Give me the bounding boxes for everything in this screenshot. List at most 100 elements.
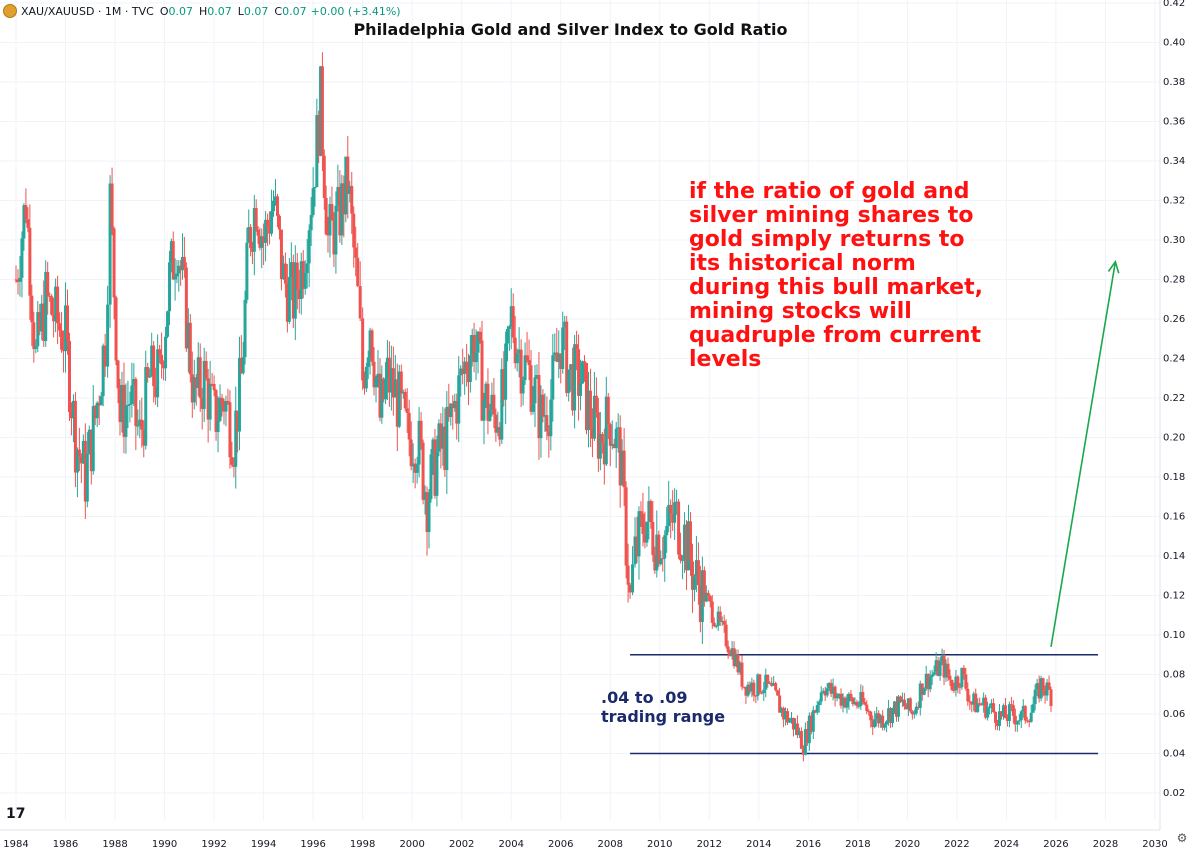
candle-body [1003,705,1007,719]
candle-body [1039,678,1043,699]
x-axis[interactable]: 1984 1986 1988 1990 1992 1994 1996 1998 2000 2002… [0,829,1168,849]
range-label: .04 to .09 trading range [601,688,725,726]
candle-body [77,449,81,457]
candle-body [581,361,585,384]
candle-body [805,729,809,744]
y-tick-label: 0.14 [1163,551,1185,562]
candle-body [336,186,340,206]
candle-body [108,183,112,305]
candle-body [293,262,297,319]
candle-body [295,262,299,290]
candle-body [940,655,944,662]
candle-body [980,704,984,706]
candle-body [793,723,797,730]
candle-body [348,185,352,194]
candle-body [150,345,154,377]
candle-body [126,404,130,406]
candle-body [962,667,966,675]
candle-body [44,271,48,341]
candle-body [184,267,188,349]
candle-body [1021,705,1025,712]
candle-body [319,66,323,156]
candle-body [54,286,58,322]
candle-body [14,279,18,281]
candle-body [498,427,502,440]
x-tick-label: 1988 [102,839,127,849]
candle-body [726,646,730,653]
candle-body [513,337,517,364]
symbol-legend: XAU/XAUUSD · 1M · TVC O 0.07 H 0.07 L 0.07 … [0,0,401,22]
candle-body [614,428,618,449]
candle-body [83,440,87,502]
candle-body [700,570,704,623]
candle-body [352,213,356,248]
x-tick-label: 2022 [944,839,969,849]
candle-body [264,219,268,243]
tradingview-logo[interactable]: 17 [6,806,26,822]
candle-body [443,426,447,471]
candle-body [559,353,563,370]
candle-body [839,693,843,706]
candle-body [62,349,66,352]
candle-body [1043,690,1047,696]
candle-body [275,196,279,216]
y-axis[interactable]: 0.02 0.04 0.06 0.08 0.10 0.12 0.14 0.16 0.18 0.20… [1159,0,1185,830]
candle-body [873,719,877,728]
candle-body [490,394,494,411]
candle-body [669,504,673,514]
settings-gear-icon[interactable]: ⚙ [1176,831,1188,845]
candle-body [519,349,523,394]
candle-body [724,624,728,647]
candle-body [249,227,253,249]
candle-body [262,236,266,243]
candle-body [182,256,186,268]
candle-body [453,400,457,409]
candle-body [855,702,859,706]
candle-body [32,322,36,350]
close-key: C [274,4,283,18]
candle-body [545,415,549,432]
candle-body [324,197,328,235]
candle-body [103,345,107,367]
candle-body [742,686,746,688]
candle-body [788,720,792,723]
candle-body [179,265,183,271]
candle-body [782,708,786,720]
candle-body [1031,704,1035,713]
candle-body [964,674,968,689]
candle-body [175,273,179,277]
candle-body [1009,704,1013,706]
candle-body [350,185,354,214]
candle-body [228,402,232,458]
candle-body [214,390,218,433]
candle-body [539,394,543,439]
candle-body [885,721,889,725]
candle-body [563,321,567,328]
candle-body [372,361,376,388]
candle-body [994,712,998,723]
candle-body [476,331,480,353]
candle-body [79,456,83,464]
candle-body [50,296,54,315]
candle-body [433,439,437,496]
candle-body [679,554,683,561]
candle-body [502,369,506,400]
candle-body [887,708,891,722]
candle-body [847,693,851,702]
candle-body [382,378,386,400]
candle-body [786,711,790,723]
candle-body [268,226,272,234]
candle-body [661,558,665,560]
candle-body [527,360,531,366]
candle-body [722,620,726,625]
symbol-name[interactable]: XAU/XAUUSD · 1M · TVC [21,4,154,18]
candle-body [841,697,845,706]
x-tick-label: 2008 [598,839,623,849]
y-tick-label: 0.06 [1163,709,1185,720]
x-tick-label: 1998 [350,839,375,849]
candle-body [604,396,608,465]
y-tick-label: 0.10 [1163,630,1185,641]
candle-body [48,295,52,297]
candle-body [474,352,478,363]
